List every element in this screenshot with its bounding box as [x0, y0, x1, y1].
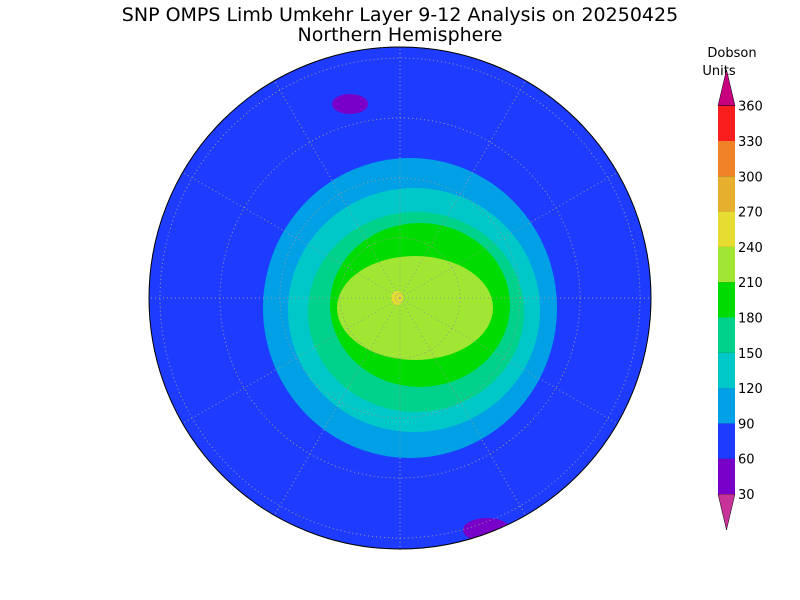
field-band: [391, 291, 403, 305]
graticule: [399, 297, 626, 429]
field-band: [337, 256, 493, 360]
colorbar-segment: [718, 352, 735, 389]
colorbar-segment: [718, 423, 735, 459]
colorbar-segment: [717, 493, 736, 531]
colorbar-segment: [718, 458, 735, 494]
colorbar-tick-label: 210: [738, 276, 763, 291]
colorbar-tick-label: 120: [738, 382, 763, 397]
colorbar: 30 60 90 120 150 180 210 240 270 300 330 360: [717, 69, 763, 531]
colorbar-tick-label: 360: [738, 100, 763, 115]
field-band: [332, 94, 368, 114]
colorbar-tick-label: 180: [738, 312, 763, 327]
colorbar-tick-label: 60: [738, 453, 755, 468]
graticule: [399, 72, 531, 299]
colorbar-tick-label: 330: [738, 135, 763, 150]
colorbar-segment: [717, 69, 736, 106]
subtitle: Northern Hemisphere: [298, 24, 503, 46]
colorbar-segment: [718, 317, 735, 353]
graticule: [174, 297, 401, 429]
colorbar-segment: [718, 388, 735, 424]
graticule: [269, 72, 401, 299]
colorbar-tick-label: 90: [738, 417, 755, 432]
colorbar-tick-label: 30: [738, 488, 755, 503]
colorbar-tick-label: 270: [738, 206, 763, 221]
colorbar-tick-label: 240: [738, 241, 763, 256]
colorbar-segment: [718, 246, 735, 283]
graticule: [269, 297, 401, 524]
colorbar-segment: [718, 176, 735, 212]
colorbar-label: Dobson: [707, 46, 756, 61]
title: SNP OMPS Limb Umkehr Layer 9-12 Analysis…: [122, 4, 678, 26]
graticule: [399, 167, 626, 299]
polar-map: [149, 47, 651, 549]
colorbar-label: Units: [702, 64, 735, 79]
colorbar-segment: [718, 105, 735, 141]
colorbar-segment: [718, 141, 735, 177]
graticule: [399, 297, 531, 524]
graticule: [174, 167, 401, 299]
colorbar-segment: [718, 282, 735, 318]
colorbar-tick-label: 300: [738, 170, 763, 185]
field-band: [463, 518, 511, 542]
colorbar-segment: [718, 211, 735, 247]
colorbar-tick-label: 150: [738, 347, 763, 362]
map-border: [148, 46, 652, 550]
